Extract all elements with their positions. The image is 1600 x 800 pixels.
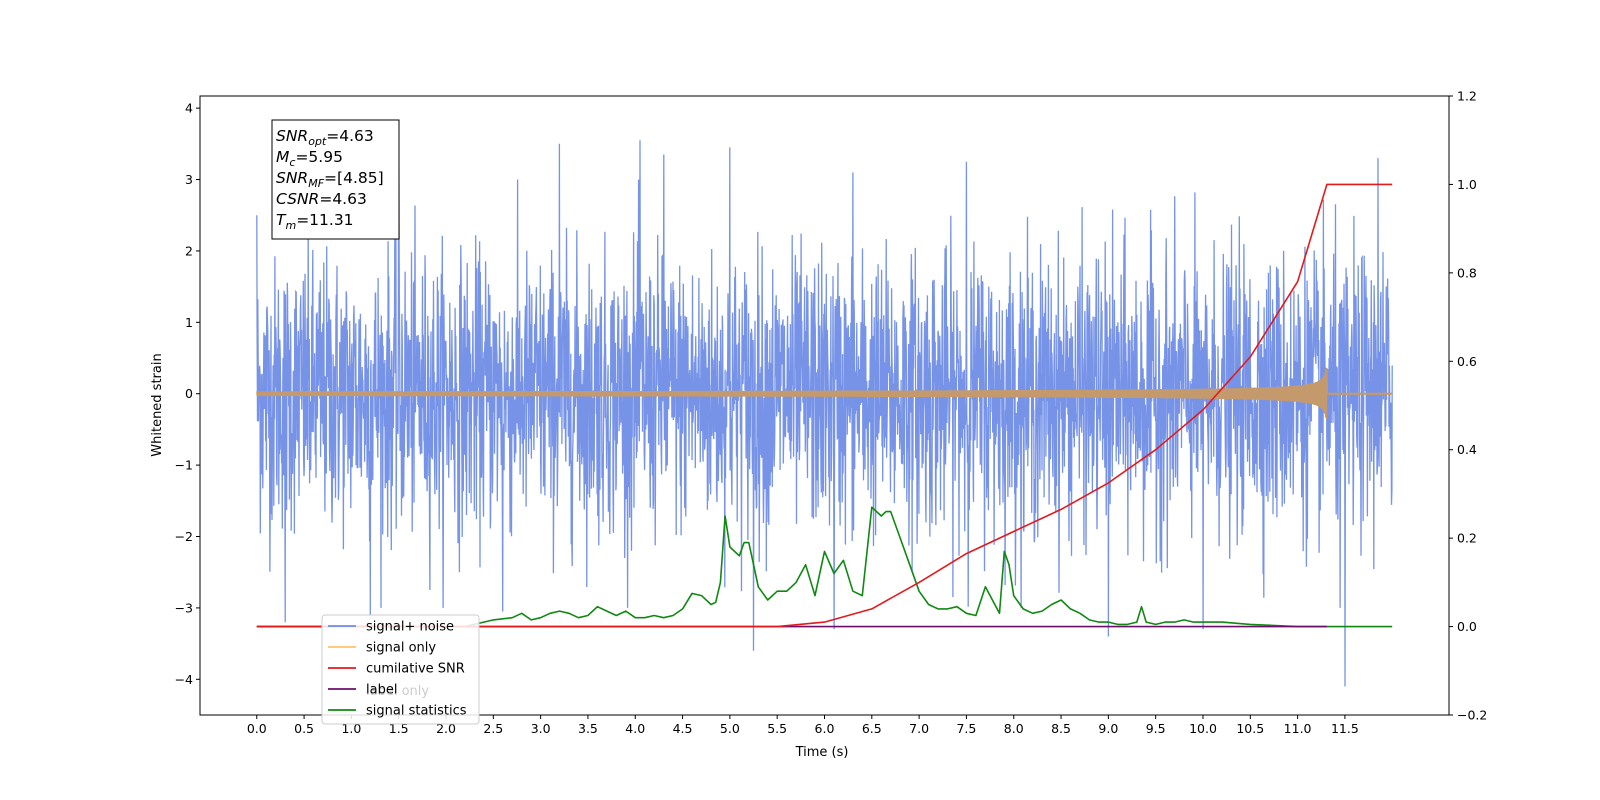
- x-tick-label: 7.0: [909, 721, 929, 736]
- y-axis-left-ticks: 4 3 2 1 0 −1 −2 −3 −4: [175, 101, 200, 687]
- x-tick-label: 9.5: [1146, 721, 1166, 736]
- info-line: SNRMF=[4.85]: [276, 169, 384, 190]
- x-tick-label: 2.0: [436, 721, 456, 736]
- y-tick-label: 3: [185, 172, 193, 187]
- x-tick-label: 6.0: [815, 721, 835, 736]
- x-tick-label: 7.5: [956, 721, 976, 736]
- x-tick-label: 8.5: [1051, 721, 1071, 736]
- y-tick-label: 1: [185, 315, 193, 330]
- x-tick-label: 11.0: [1284, 721, 1312, 736]
- x-tick-label: 0.0: [247, 721, 267, 736]
- info-value: =5.95: [295, 148, 343, 166]
- series-signal-statistics: [256, 506, 1393, 628]
- info-line: Mc=5.95: [276, 148, 343, 169]
- x-tick-label: 1.5: [389, 721, 409, 736]
- x-tick-label: 5.5: [767, 721, 787, 736]
- y-tick-label: 2: [185, 243, 193, 258]
- y-axis-right-ticks: 1.2 1.0 0.8 0.6 0.4 0.2 0.0 −0.2: [1449, 89, 1487, 723]
- x-tick-label: 3.5: [578, 721, 598, 736]
- info-symbol: M: [276, 148, 289, 166]
- y-tick-label: 0: [185, 386, 193, 401]
- y2-tick-label: 0.0: [1457, 619, 1477, 634]
- y-tick-label: −3: [175, 600, 193, 615]
- info-line: SNRopt=4.63: [276, 127, 374, 148]
- info-symbol: T: [276, 211, 287, 229]
- y2-tick-label: −0.2: [1457, 708, 1487, 723]
- info-line: Tm=11.31: [276, 211, 354, 232]
- info-value: =11.31: [296, 211, 353, 229]
- y-tick-label: −1: [175, 458, 193, 473]
- series-signal-only: [256, 367, 1393, 420]
- x-tick-label: 3.0: [531, 721, 551, 736]
- legend-label: signal only: [366, 641, 436, 656]
- info-value: =4.63: [319, 190, 367, 208]
- info-subscript: opt: [308, 135, 327, 148]
- info-symbol: SNR: [276, 169, 308, 187]
- legend-label: signal statistics: [366, 704, 467, 719]
- x-tick-label: 10.0: [1189, 721, 1217, 736]
- x-tick-label: 4.0: [625, 721, 645, 736]
- x-tick-label: 10.5: [1236, 721, 1264, 736]
- y-tick-label: −4: [175, 672, 193, 687]
- x-tick-label: 4.5: [673, 721, 693, 736]
- y2-tick-label: 0.4: [1457, 442, 1477, 457]
- info-symbol: CSNR: [276, 190, 319, 208]
- x-tick-label: 1.0: [341, 721, 361, 736]
- info-box: SNRopt=4.63Mc=5.95SNRMF=[4.85]CSNR=4.63T…: [271, 119, 400, 240]
- y2-tick-label: 0.2: [1457, 531, 1477, 546]
- y-axis-label: Whitened strain: [150, 353, 165, 456]
- legend-entries: signal+ noise signal only cumilative SNR la…: [328, 620, 467, 719]
- x-tick-label: 5.0: [720, 721, 740, 736]
- x-axis-label: Time (s): [795, 745, 849, 760]
- y-tick-label: 4: [185, 101, 193, 116]
- x-tick-label: 8.0: [1004, 721, 1024, 736]
- x-tick-label: 6.5: [862, 721, 882, 736]
- y2-tick-label: 0.8: [1457, 265, 1477, 280]
- legend-label: signal+ noise: [366, 620, 454, 635]
- info-value: =[4.85]: [324, 169, 384, 187]
- legend-frame: [321, 614, 480, 725]
- info-box-lines: SNRopt=4.63Mc=5.95SNRMF=[4.85]CSNR=4.63T…: [276, 127, 384, 232]
- legend-label: cumilative SNR: [366, 662, 465, 677]
- series-cumulative-snr: [256, 183, 1393, 628]
- legend-label: label: [366, 683, 397, 698]
- info-subscript: m: [285, 219, 296, 232]
- x-tick-label: 2.5: [483, 721, 503, 736]
- info-value: =4.63: [326, 127, 374, 145]
- x-axis-ticks: 0.0 0.5 1.0 1.5 2.0 2.5 3.0 3.5 4.0 4.5 5.0 5.5 6.0 6…: [247, 715, 1359, 736]
- info-subscript: c: [289, 156, 295, 169]
- x-tick-label: 11.5: [1331, 721, 1359, 736]
- info-line: CSNR=4.63: [276, 190, 367, 208]
- legend: label only signal+ noise signal only cumil…: [321, 614, 480, 725]
- y-tick-label: −2: [175, 529, 193, 544]
- series-signal-noise: [256, 122, 1393, 687]
- x-tick-label: 0.5: [294, 721, 314, 736]
- x-tick-label: 9.0: [1098, 721, 1118, 736]
- y2-tick-label: 0.6: [1457, 354, 1477, 369]
- info-subscript: MF: [308, 177, 324, 190]
- y2-tick-label: 1.2: [1457, 89, 1477, 104]
- legend-hidden-text: label only: [366, 684, 429, 699]
- info-box-frame: [271, 119, 400, 240]
- y2-tick-label: 1.0: [1457, 177, 1477, 192]
- info-symbol: SNR: [276, 127, 308, 145]
